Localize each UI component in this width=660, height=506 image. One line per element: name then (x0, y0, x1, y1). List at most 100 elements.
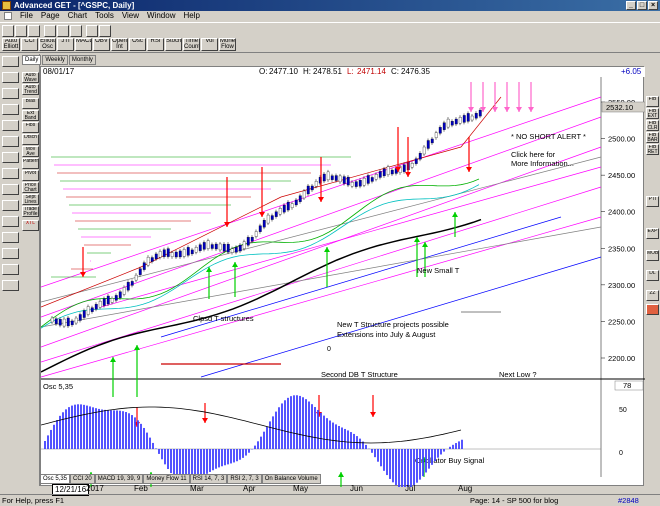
btn-bias[interactable]: Bias (22, 98, 39, 109)
chart-icon[interactable] (57, 25, 69, 37)
toolbar-time-count[interactable]: Time Count (183, 38, 200, 51)
toolbar-money-flow[interactable]: Money Flow (219, 38, 236, 51)
btn-ext-band[interactable]: Ext Band (22, 110, 39, 121)
box-icon[interactable] (2, 184, 19, 195)
candle-body (106, 295, 110, 305)
save-icon[interactable] (28, 25, 40, 37)
grid-icon-left[interactable] (2, 248, 19, 259)
menu-file[interactable]: File (20, 11, 33, 20)
toolbar-vol[interactable]: Vol (201, 38, 218, 51)
chart-window[interactable]: 08/01/17 O: 2477.10 H: 2478.51 L: 2471.1… (40, 66, 645, 487)
trend-line (100, 166, 602, 308)
btn-exp[interactable]: EXP (646, 228, 659, 239)
price-chart-canvas[interactable]: 2550.002500.002450.002400.002350.002300.… (41, 77, 645, 487)
candle-body (478, 109, 482, 117)
btn-price-chart[interactable]: Price Chart (22, 182, 39, 193)
btn-sept-lines[interactable]: Sept Lines (22, 194, 39, 205)
candle-body (138, 268, 142, 275)
line-icon[interactable] (2, 72, 19, 83)
btn-trade-profile[interactable]: Trade Profile (22, 206, 39, 217)
toolbar-rsi[interactable]: RSI (147, 38, 164, 51)
menu-page[interactable]: Page (40, 11, 60, 20)
new-icon[interactable] (2, 25, 14, 37)
menu-chart[interactable]: Chart (67, 11, 88, 20)
stop-icon[interactable] (646, 304, 659, 315)
grid-icon[interactable] (86, 25, 98, 37)
click-here-label[interactable]: Click here for (511, 150, 556, 159)
toolbar-cci[interactable]: CCI (21, 38, 38, 51)
ellipse-icon[interactable] (2, 136, 19, 147)
candle-body (390, 169, 394, 175)
text-icon[interactable] (2, 152, 19, 163)
toolbar-macd[interactable]: MACD (75, 38, 92, 51)
arrow-icon[interactable] (2, 168, 19, 179)
close-label: C: (391, 67, 399, 76)
toolbar-osc[interactable]: Osc (129, 38, 146, 51)
cursor-icon[interactable] (2, 56, 19, 67)
minimize-button[interactable]: _ (626, 1, 636, 10)
tab-obv[interactable]: On Balance Volume (261, 474, 321, 484)
pencil-icon[interactable] (2, 88, 19, 99)
close-button[interactable]: × (648, 1, 658, 10)
current-date-box[interactable]: 12/21/16 (52, 484, 90, 496)
btn-fib-ext[interactable]: FIB EXT (646, 108, 659, 119)
maximize-button[interactable]: □ (637, 1, 647, 10)
lock-icon[interactable] (2, 280, 19, 291)
btn-xtl[interactable]: XTL (22, 220, 39, 231)
eraser-icon[interactable] (2, 200, 19, 211)
tab-osc[interactable]: Osc 5,35 (40, 474, 71, 484)
tab-monthly[interactable]: Monthly (68, 55, 96, 65)
osc-tick-0: 0 (619, 450, 623, 457)
btn-pattern[interactable]: Pattern (22, 158, 39, 169)
more-info-label[interactable]: More Information... (511, 159, 574, 168)
btn-fibs[interactable]: Fibs (22, 122, 39, 133)
menu-view[interactable]: View (121, 11, 140, 20)
menu-bar: File Page Chart Tools View Window Help (0, 11, 660, 21)
layout-icon[interactable] (99, 25, 111, 37)
candle-body (282, 205, 286, 213)
tab-money-flow[interactable]: Money Flow 11 (143, 474, 190, 484)
menu-help[interactable]: Help (183, 11, 200, 20)
toolbar-elliott-osc[interactable]: Elliott Osc (39, 38, 56, 51)
toolbar-stoch[interactable]: Stoch (165, 38, 182, 51)
btn-auto-wave[interactable]: Auto Wave (22, 72, 39, 83)
palette-icon[interactable] (2, 264, 19, 275)
btn-mob[interactable]: MOB (646, 250, 659, 261)
channel-icon[interactable] (2, 120, 19, 131)
zoom-icon[interactable] (70, 25, 82, 37)
tab-macd[interactable]: MACD 19, 39, 9 (94, 474, 144, 484)
menu-tools[interactable]: Tools (95, 11, 114, 20)
magnet-icon[interactable] (2, 216, 19, 227)
btn-fib-clr[interactable]: FIB CLR (646, 120, 659, 131)
toolbar-open-int[interactable]: Open Int (111, 38, 128, 51)
btn-mov-ave[interactable]: Mov Ave (22, 146, 39, 157)
menu-window[interactable]: Window (147, 11, 176, 20)
btn-pivot[interactable]: Pivot (22, 170, 39, 181)
candle-body (238, 244, 242, 252)
print-icon[interactable] (44, 25, 56, 37)
open-icon[interactable] (15, 25, 27, 37)
btn-fib-ret[interactable]: FIB RET (646, 144, 659, 155)
moving-average-line (41, 218, 482, 373)
tab-weekly[interactable]: Weekly (42, 55, 68, 65)
btn-fib-bar[interactable]: FIB BAR (646, 132, 659, 143)
btn-auto-trend[interactable]: Auto Trend (22, 84, 39, 95)
btn-zz[interactable]: ZZ (646, 290, 659, 301)
toolbar-jti[interactable]: JTI (57, 38, 74, 51)
tab-rsi-14[interactable]: RSI 14, 7, 3 (189, 474, 228, 484)
tab-cci[interactable]: CCI 20 (70, 474, 95, 484)
btn-pti[interactable]: PTI (646, 196, 659, 207)
tab-rsi-2[interactable]: RSI 2, 7, 3 (227, 474, 262, 484)
candle-body (162, 249, 166, 257)
fib-icon[interactable] (2, 104, 19, 115)
ruler-icon[interactable] (2, 232, 19, 243)
btn-dl[interactable]: DL (646, 270, 659, 281)
tab-daily[interactable]: Daily (22, 55, 42, 65)
btn-dtsch[interactable]: Dtsch (22, 134, 39, 145)
document-icon[interactable] (4, 12, 12, 20)
toolbar-obv[interactable]: OBV (93, 38, 110, 51)
toolbar-auto-elliott[interactable]: Auto Elliott (2, 38, 20, 51)
btn-fib[interactable]: FIB (646, 96, 659, 107)
signal-arrow-head (202, 418, 208, 423)
candle-body (234, 247, 238, 253)
